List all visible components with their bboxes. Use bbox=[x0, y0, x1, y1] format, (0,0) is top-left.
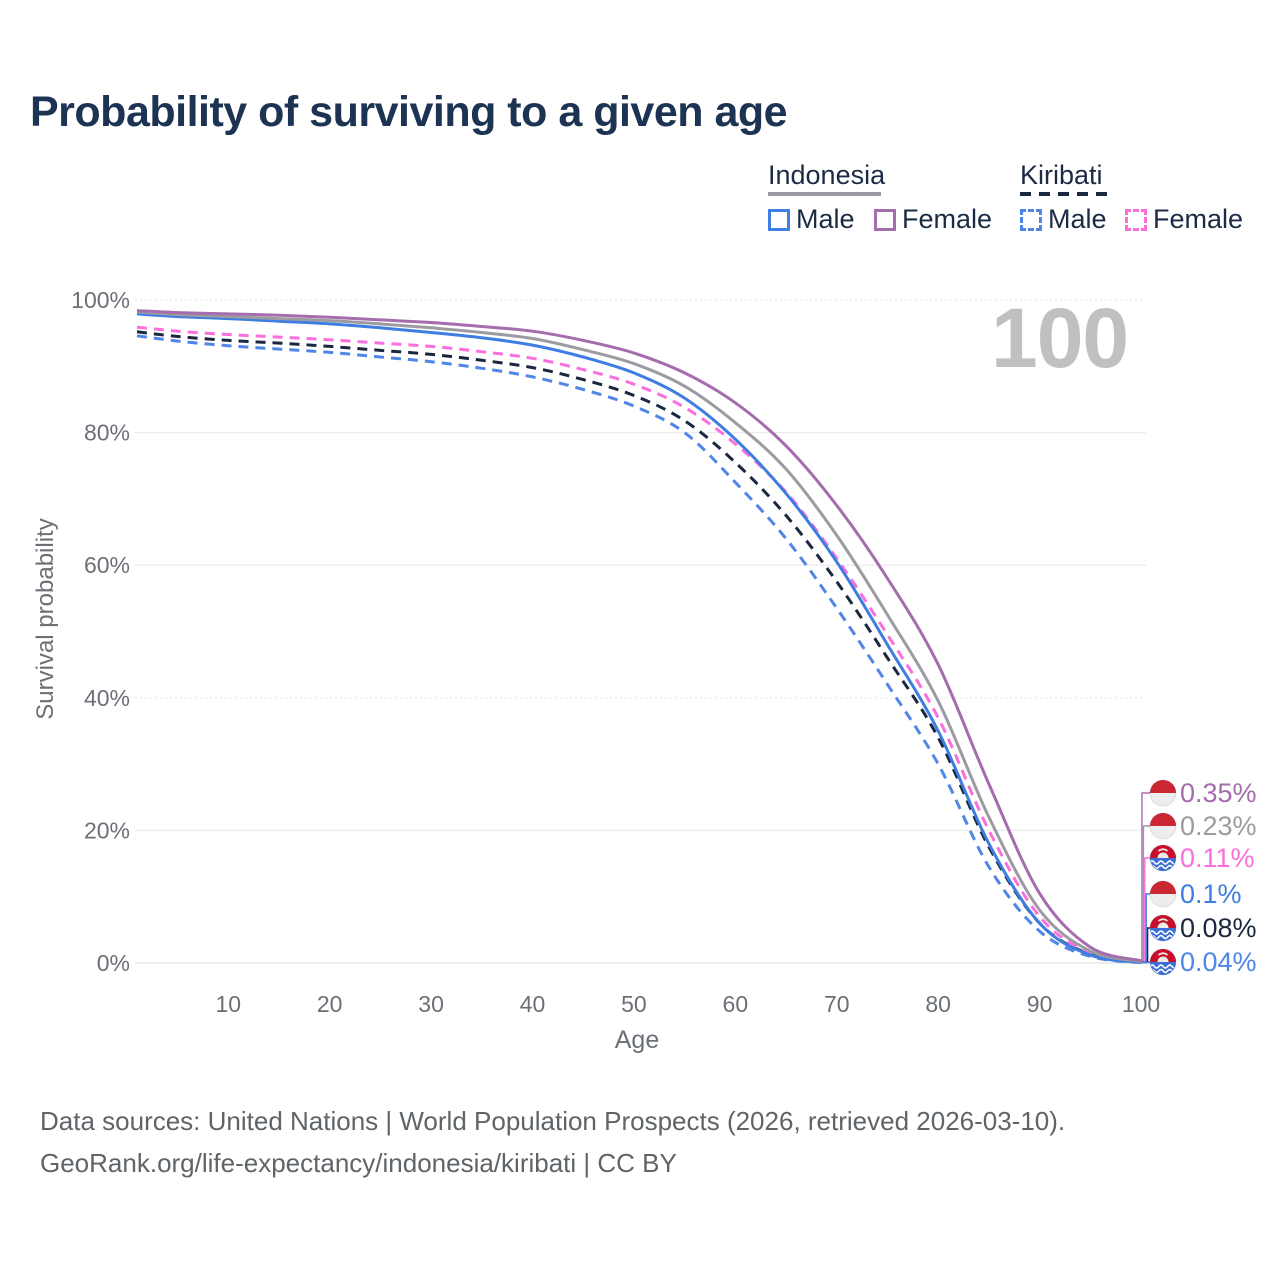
leader-line-0.23% bbox=[1141, 825, 1150, 963]
end-label-value: 0.1% bbox=[1180, 879, 1242, 909]
legend-item-kiribati-female[interactable]: Female bbox=[1125, 204, 1243, 235]
indonesia-flag-icon bbox=[1149, 779, 1177, 807]
y-tick-0%: 0% bbox=[97, 950, 130, 976]
end-label-kiribati-female[interactable] bbox=[1149, 844, 1177, 872]
footer-attribution: GeoRank.org/life-expectancy/indonesia/ki… bbox=[40, 1148, 677, 1178]
indonesia-flag-icon bbox=[1149, 812, 1177, 840]
end-label-kiribati[interactable] bbox=[1149, 914, 1177, 942]
legend-underline-indonesia bbox=[768, 192, 881, 196]
x-tick-90: 90 bbox=[1027, 991, 1053, 1017]
legend-item-label: Male bbox=[1048, 204, 1107, 234]
end-label-value: 0.23% bbox=[1180, 811, 1257, 841]
x-tick-50: 50 bbox=[621, 991, 647, 1017]
end-label-value: 0.04% bbox=[1180, 947, 1257, 977]
end-label-kiribati-male[interactable] bbox=[1149, 948, 1177, 976]
end-label-indonesia-male[interactable] bbox=[1149, 880, 1177, 908]
end-label-value: 0.35% bbox=[1180, 778, 1257, 808]
legend-swatch-kiribati-male bbox=[1020, 208, 1042, 231]
legend-swatch-indonesia-female bbox=[874, 208, 896, 231]
legend-underline-kiribati bbox=[1020, 192, 1114, 196]
kiribati-flag-icon bbox=[1149, 914, 1177, 942]
x-tick-20: 20 bbox=[317, 991, 343, 1017]
leader-line-0.04% bbox=[1141, 961, 1150, 964]
series-line-kiribati-male[interactable] bbox=[136, 334, 1142, 965]
legend-group-indonesia: Indonesia bbox=[768, 160, 886, 190]
legend-item-indonesia-male[interactable]: Male bbox=[768, 204, 855, 235]
x-tick-60: 60 bbox=[723, 991, 749, 1017]
y-tick-20%: 20% bbox=[84, 817, 130, 843]
legend-swatch-indonesia-male bbox=[768, 208, 790, 231]
x-tick-100: 100 bbox=[1122, 991, 1160, 1017]
age-counter-watermark: 100 bbox=[991, 291, 1129, 385]
x-tick-30: 30 bbox=[418, 991, 444, 1017]
kiribati-flag-icon bbox=[1149, 844, 1177, 872]
series-line-indonesia-female[interactable] bbox=[136, 309, 1142, 963]
series-line-indonesia-male[interactable] bbox=[136, 312, 1142, 964]
end-label-value: 0.11% bbox=[1180, 843, 1255, 873]
y-tick-60%: 60% bbox=[84, 552, 130, 578]
footer-data-sources: Data sources: United Nations | World Pop… bbox=[40, 1106, 1066, 1136]
series-line-kiribati[interactable] bbox=[136, 330, 1142, 964]
legend-group-kiribati: Kiribati bbox=[1020, 160, 1103, 190]
legend-item-label: Male bbox=[796, 204, 855, 234]
x-tick-80: 80 bbox=[925, 991, 951, 1017]
legend-swatch-kiribati-female bbox=[1125, 208, 1147, 231]
y-tick-100%: 100% bbox=[71, 287, 130, 313]
leader-line-0.35% bbox=[1141, 792, 1150, 962]
x-tick-40: 40 bbox=[520, 991, 546, 1017]
series-line-indonesia[interactable] bbox=[136, 310, 1142, 963]
x-tick-70: 70 bbox=[824, 991, 850, 1017]
y-tick-40%: 40% bbox=[84, 685, 130, 711]
end-label-indonesia-female[interactable] bbox=[1149, 779, 1177, 807]
page-title: Probability of surviving to a given age bbox=[30, 88, 788, 136]
legend-item-kiribati-male[interactable]: Male bbox=[1020, 204, 1107, 235]
legend-item-label: Female bbox=[902, 204, 993, 234]
x-tick-10: 10 bbox=[215, 991, 241, 1017]
kiribati-flag-icon bbox=[1149, 948, 1177, 976]
y-tick-80%: 80% bbox=[84, 420, 130, 446]
series-line-kiribati-female[interactable] bbox=[136, 325, 1142, 964]
end-label-indonesia[interactable] bbox=[1149, 812, 1177, 840]
legend-item-label: Female bbox=[1153, 204, 1244, 234]
x-axis-title: Age bbox=[614, 1026, 660, 1054]
indonesia-flag-icon bbox=[1149, 880, 1177, 908]
end-label-value: 0.08% bbox=[1180, 913, 1257, 943]
legend-item-indonesia-female[interactable]: Female bbox=[874, 204, 992, 235]
